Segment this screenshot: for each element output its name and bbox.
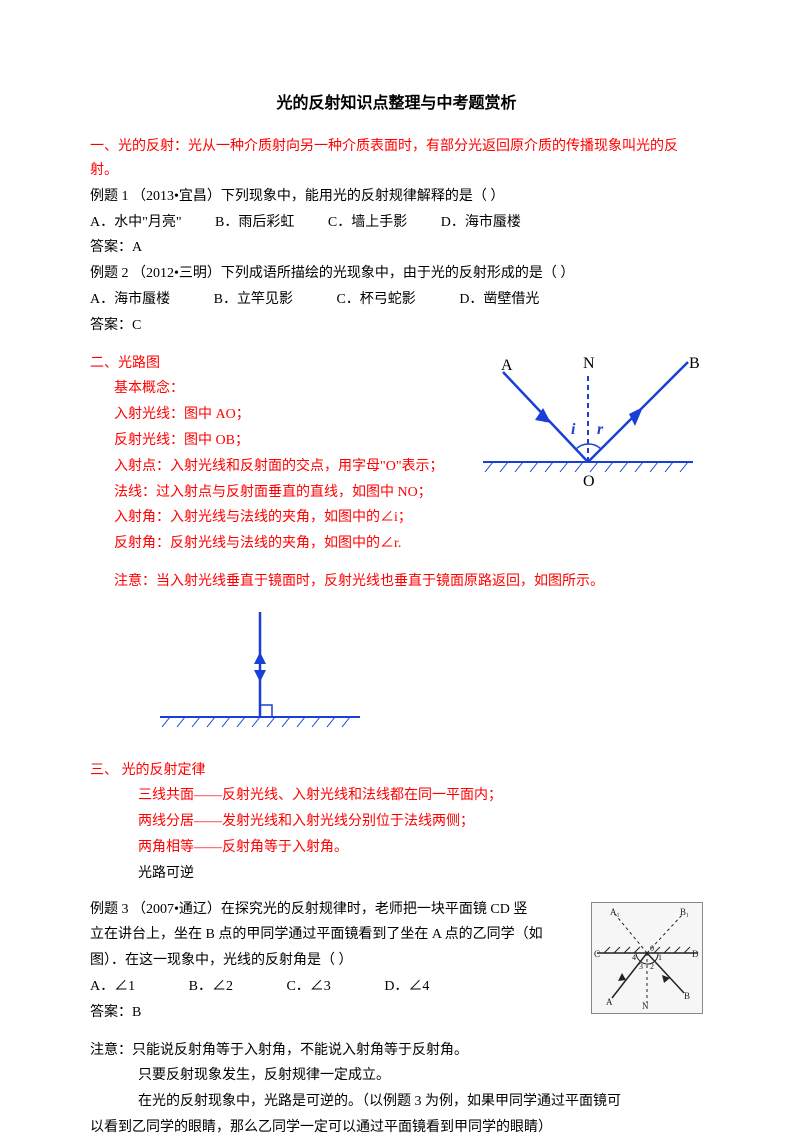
- arrow-up: [254, 652, 266, 664]
- incident-ray: [503, 372, 588, 462]
- notes-l2: 只要反射现象发生，反射规律一定成立。: [90, 1064, 703, 1088]
- label-B1: B₁: [680, 907, 689, 917]
- q1-choice-a: A．水中"月亮": [90, 211, 182, 235]
- label-A: A: [501, 357, 513, 374]
- arrow-down: [254, 670, 266, 682]
- q3-diagram: A₁ B₁ C D 0 A B N 1 2 3 4: [591, 902, 703, 1014]
- right-angle-mark: [260, 705, 272, 717]
- label-O: O: [583, 473, 595, 490]
- label-C: C: [594, 949, 600, 959]
- page-title: 光的反射知识点整理与中考题赏析: [90, 90, 703, 117]
- section2-l7: 反射角：反射光线与法线的夹角，如图中的∠r.: [90, 532, 703, 556]
- section3-heading: 三、 光的反射定律: [90, 759, 703, 783]
- surface: [483, 462, 693, 472]
- page: 光的反射知识点整理与中考题赏析 一、光的反射：光从一种介质射向另一种介质表面时，…: [0, 0, 793, 1122]
- angle-r-arc: [588, 444, 601, 449]
- section3-l1: 三线共面——反射光线、入射光线和法线都在同一平面内；: [90, 784, 703, 808]
- q3-block: A₁ B₁ C D 0 A B N 1 2 3 4 例题 3 （2007•通辽）…: [90, 898, 703, 1025]
- surface2: [160, 717, 360, 727]
- q1-choice-b: B．雨后彩虹: [215, 211, 294, 235]
- label-A1: A₁: [610, 907, 620, 917]
- label-O3: 0: [650, 944, 654, 953]
- label-i: i: [571, 421, 576, 438]
- reflected-ray: [588, 362, 688, 462]
- section2: A N B O i r 二、光路图 基本概念： 入射光线：图中 AO； 反射光线…: [90, 352, 703, 556]
- q2-choice-a: A．海市蜃楼: [90, 288, 170, 312]
- label-2: 2: [650, 962, 654, 971]
- reflection-diagram: A N B O i r: [473, 352, 703, 492]
- label-r: r: [597, 421, 604, 438]
- q2-answer: 答案：C: [90, 314, 703, 338]
- notes-l1: 注意：只能说反射角等于入射角，不能说入射角等于反射角。: [90, 1039, 703, 1063]
- label-A3: A: [606, 997, 613, 1007]
- section2-l6: 入射角：入射光线与法线的夹角，如图中的∠i；: [90, 506, 703, 530]
- label-D: D: [692, 949, 699, 959]
- spacer: [90, 340, 703, 350]
- q3-choice-d: D．∠4: [384, 975, 429, 999]
- label-N: N: [583, 355, 595, 372]
- spacer: [90, 558, 703, 568]
- q1-choice-d: D．海市蜃楼: [441, 211, 521, 235]
- q3-choice-c: C．∠3: [286, 975, 330, 999]
- section2-note: 注意：当入射光线垂直于镜面时，反射光线也垂直于镜面原路返回，如图所示。: [90, 570, 703, 594]
- q3-choice-b: B．∠2: [189, 975, 233, 999]
- q2-stem: 例题 2 （2012•三明）下列成语所描绘的光现象中，由于光的反射形成的是（ ）: [90, 262, 703, 286]
- label-4: 4: [632, 953, 636, 962]
- q1-choices: A．水中"月亮" B．雨后彩虹 C．墙上手影 D．海市蜃楼: [90, 211, 703, 235]
- q2-choice-b: B．立竿见影: [214, 288, 293, 312]
- angle-i-arc: [576, 444, 588, 449]
- section3-l3: 两角相等——反射角等于入射角。: [90, 836, 703, 860]
- perpendicular-diagram-wrap: [150, 602, 703, 751]
- notes-l3: 在光的反射现象中，光路是可逆的。（以例题 3 为例，如果甲同学通过平面镜可: [90, 1090, 703, 1114]
- notes-l4: 以看到乙同学的眼睛，那么乙同学一定可以通过平面镜看到甲同学的眼睛）: [90, 1116, 703, 1140]
- q2-choice-d: D．凿壁借光: [459, 288, 539, 312]
- label-B3: B: [684, 991, 690, 1001]
- label-B: B: [689, 355, 700, 372]
- q2-choices: A．海市蜃楼 B．立竿见影 C．杯弓蛇影 D．凿壁借光: [90, 288, 703, 312]
- spacer: [90, 1027, 703, 1037]
- q3-choice-a: A．∠1: [90, 975, 135, 999]
- q2-choice-c: C．杯弓蛇影: [336, 288, 415, 312]
- label-N3: N: [642, 1001, 649, 1011]
- section3-l4: 光路可逆: [90, 862, 703, 886]
- perpendicular-diagram: [150, 602, 370, 742]
- q1-stem: 例题 1 （2013•宜昌）下列现象中，能用光的反射规律解释的是（ ）: [90, 185, 703, 209]
- spacer: [90, 888, 703, 896]
- q1-answer: 答案：A: [90, 236, 703, 260]
- q1-choice-c: C．墙上手影: [328, 211, 407, 235]
- section1-heading: 一、光的反射：光从一种介质射向另一种介质表面时，有部分光返回原介质的传播现象叫光…: [90, 135, 703, 183]
- section3-l2: 两线分居——发射光线和入射光线分别位于法线两侧；: [90, 810, 703, 834]
- label-1: 1: [658, 953, 662, 962]
- label-3: 3: [639, 962, 643, 971]
